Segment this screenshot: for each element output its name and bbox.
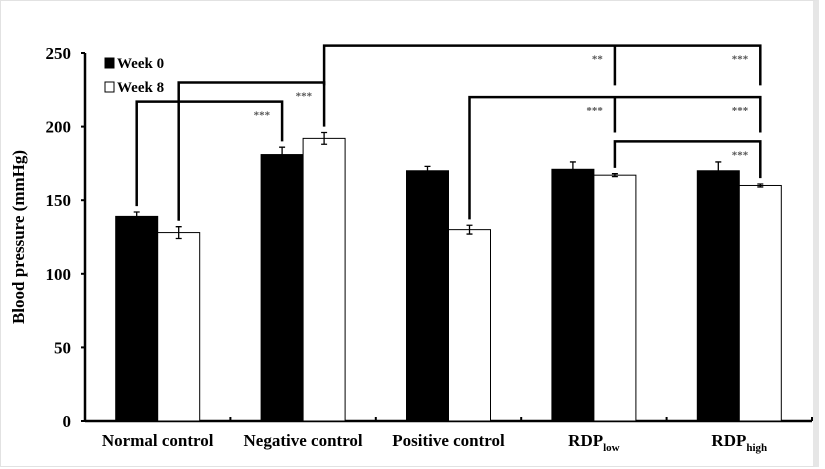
- legend-label: Week 8: [117, 80, 164, 96]
- significance-label: **: [592, 54, 604, 66]
- error-bar: [321, 131, 328, 145]
- significance-bracket: [613, 140, 762, 179]
- bar-week-8: [157, 232, 201, 422]
- y-tick-label: 0: [63, 412, 72, 431]
- significance-label: ***: [586, 105, 603, 117]
- bar-week-0: [696, 170, 740, 422]
- bar-week-0: [551, 168, 595, 422]
- x-tick-label: Positive control: [392, 431, 505, 450]
- bar-week-0: [406, 170, 449, 422]
- error-bar: [757, 183, 764, 188]
- y-tick-label: 50: [54, 338, 71, 357]
- x-tick-label: RDPhigh: [711, 431, 767, 454]
- significance-bracket: [177, 81, 326, 221]
- error-bar: [611, 173, 618, 178]
- error-bar: [279, 146, 286, 155]
- y-tick-label: 250: [46, 44, 72, 63]
- x-tick-label: Negative control: [244, 431, 363, 450]
- bar-week-8: [738, 184, 782, 422]
- legend-swatch: [104, 81, 115, 93]
- significance-label: ***: [732, 54, 749, 66]
- significance-bracket: [468, 95, 762, 220]
- y-axis-label: Blood pressure (mmHg): [9, 150, 28, 324]
- significance-label: ***: [296, 90, 313, 102]
- error-bar: [424, 165, 431, 171]
- bar-week-0: [115, 215, 159, 422]
- legend-label: Week 0: [117, 56, 164, 72]
- bar-week-8: [302, 137, 346, 422]
- error-bar: [133, 211, 140, 217]
- y-tick-label: 100: [46, 265, 72, 284]
- significance-bracket: [322, 44, 762, 86]
- y-tick-label: 200: [46, 118, 72, 137]
- x-tick-label: Normal control: [102, 431, 214, 450]
- bar-week-8: [448, 229, 491, 422]
- significance-label: ***: [254, 110, 271, 122]
- x-tick-label: RDPlow: [568, 431, 620, 454]
- y-tick-label: 150: [46, 191, 72, 210]
- significance-label: ***: [732, 105, 749, 117]
- error-bar: [569, 161, 576, 170]
- significance-label: ***: [732, 149, 749, 161]
- error-bar: [466, 224, 473, 235]
- bar-week-8: [593, 174, 637, 422]
- significance-bracket: [135, 100, 284, 207]
- error-bar: [175, 226, 182, 240]
- bar-week-0: [260, 154, 304, 422]
- error-bar: [715, 161, 722, 171]
- legend-swatch: [104, 57, 115, 69]
